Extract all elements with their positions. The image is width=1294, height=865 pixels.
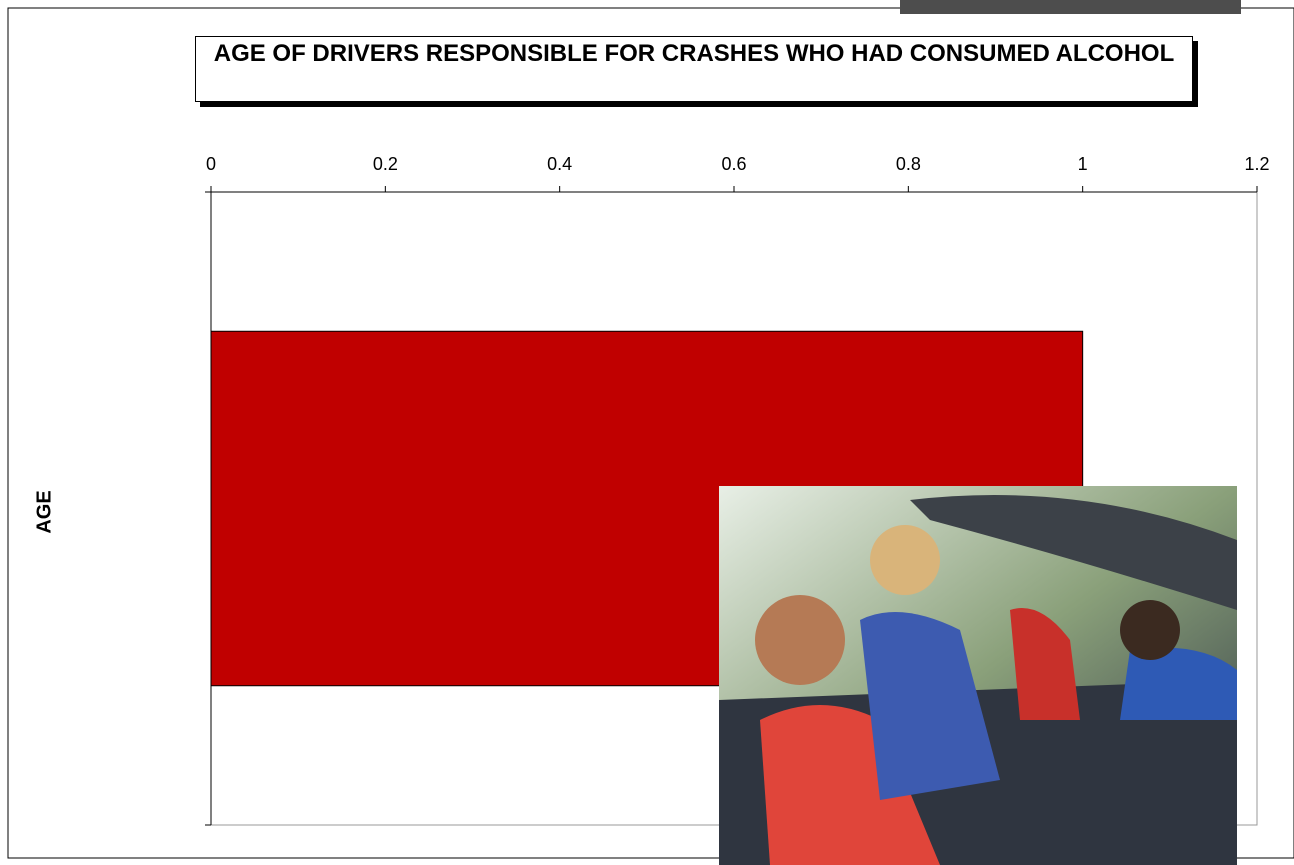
- x-tick-label: 0: [206, 154, 216, 174]
- y-axis-label: AGE: [33, 490, 55, 533]
- x-tick-label: 0.4: [547, 154, 572, 174]
- x-tick-label: 1: [1078, 154, 1088, 174]
- chart-title: AGE OF DRIVERS RESPONSIBLE FOR CRASHES W…: [195, 36, 1193, 102]
- chart-frame: [7, 7, 1294, 859]
- top-image-strip: [900, 0, 1241, 14]
- x-tick-label: 1.2: [1244, 154, 1269, 174]
- x-tick-label: 0.2: [373, 154, 398, 174]
- photo: [719, 486, 1237, 865]
- x-tick-label: 0.6: [721, 154, 746, 174]
- x-tick-label: 0.8: [896, 154, 921, 174]
